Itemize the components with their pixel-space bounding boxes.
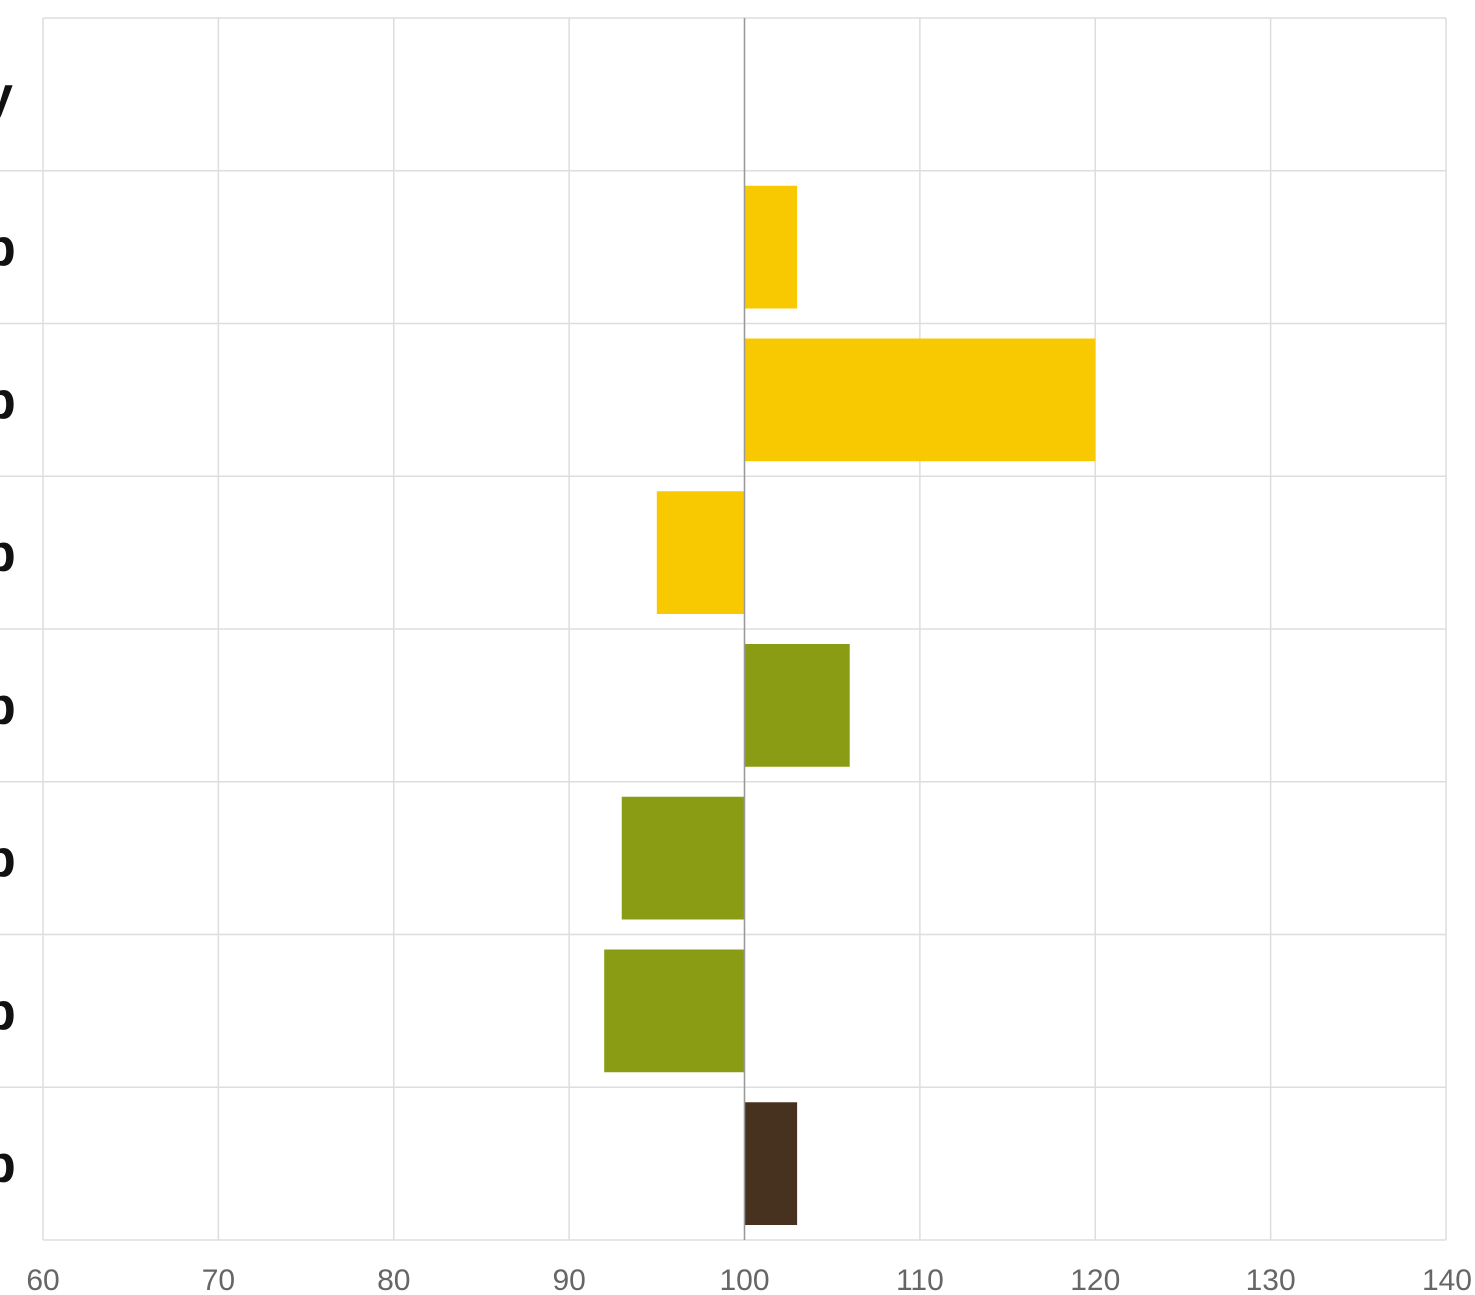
row-label: b bbox=[0, 219, 16, 277]
bars bbox=[604, 185, 1096, 1225]
bar bbox=[621, 796, 745, 920]
bar bbox=[656, 491, 745, 614]
bar bbox=[744, 644, 850, 767]
x-tick-label: 140 bbox=[1422, 1264, 1472, 1295]
x-tick-label: 60 bbox=[26, 1264, 59, 1295]
row-label: b bbox=[0, 830, 16, 888]
row-label: b bbox=[0, 525, 16, 583]
row-label: y bbox=[0, 66, 13, 124]
bar bbox=[744, 185, 798, 309]
row-labels: y b b b b b b b bbox=[0, 66, 16, 1193]
x-tick-label: 130 bbox=[1246, 1264, 1296, 1295]
x-tick-label: 120 bbox=[1070, 1264, 1120, 1295]
row-label: b bbox=[0, 1136, 16, 1194]
row-label: b bbox=[0, 372, 16, 430]
x-tick-label: 90 bbox=[552, 1264, 585, 1295]
x-tick-label: 100 bbox=[719, 1264, 769, 1295]
bar bbox=[604, 949, 745, 1073]
bar bbox=[744, 1102, 798, 1225]
x-tick-label: 70 bbox=[202, 1264, 235, 1295]
bar bbox=[744, 338, 1096, 462]
x-tick-label: 80 bbox=[377, 1264, 410, 1295]
row-label: b bbox=[0, 677, 16, 735]
row-label: b bbox=[0, 983, 16, 1041]
x-tick-label: 110 bbox=[896, 1264, 944, 1295]
x-axis-ticks: 60 70 80 90 100 110 120 130 140 bbox=[26, 1264, 1472, 1295]
